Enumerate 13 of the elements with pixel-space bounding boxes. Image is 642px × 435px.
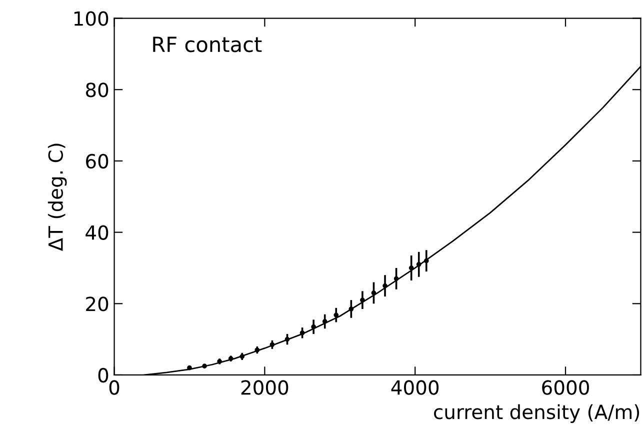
x-tick-label: 0 — [109, 380, 120, 395]
x-tick-label: 4000 — [391, 380, 439, 395]
y-tick-label: 40 — [86, 225, 108, 240]
y-tick-label: 20 — [86, 296, 108, 312]
y-axis-title: ΔT (deg. C) — [48, 144, 67, 252]
y-tick-label: 100 — [74, 11, 108, 26]
annotation: RF contact — [153, 36, 262, 52]
x-axis-title: current density (A/m) — [434, 404, 640, 424]
y-tick-label: 0 — [98, 368, 108, 383]
y-tick-label: 60 — [86, 154, 108, 169]
x-tick-label: 6000 — [542, 380, 589, 395]
y-tick-label: 80 — [86, 82, 108, 98]
x-tick-label: 2000 — [241, 380, 288, 395]
